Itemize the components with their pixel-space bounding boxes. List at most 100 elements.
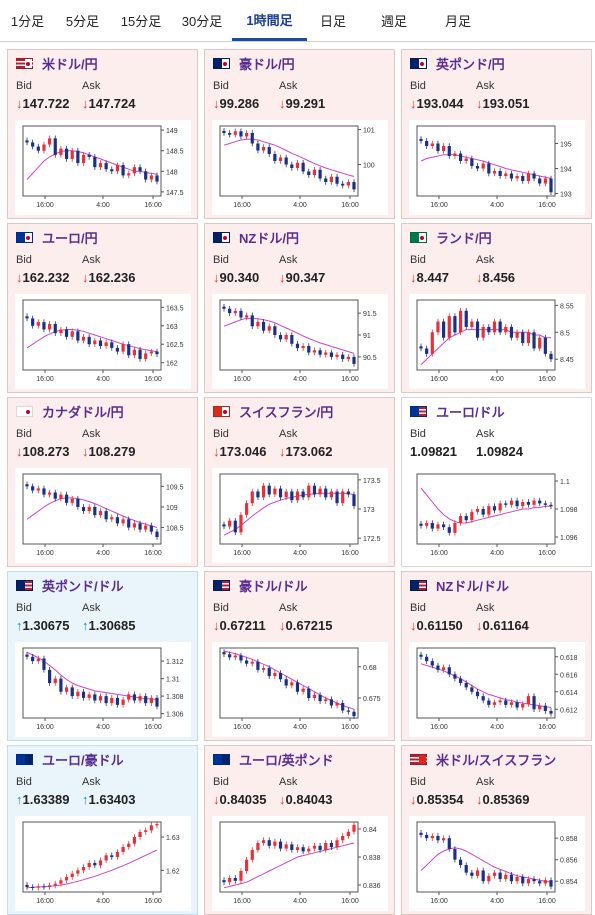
rate-card[interactable]: 米ドル/円 Bid Ask ↓147.722 ↓147.724 149 148.5… [7,49,198,219]
price-chart[interactable]: 0.618 0.616 0.614 0.612 16:00 4:00 16:00 [409,642,585,737]
arrow-down-icon: ↓ [82,270,89,285]
tab-1[interactable]: 5分足 [65,14,100,29]
pair-title[interactable]: ランド/円 [410,229,492,246]
candle [98,163,103,168]
pair-title[interactable]: スイスフラン/円 [213,403,334,420]
tab-6[interactable]: 週足 [380,14,407,29]
pair-title[interactable]: カナダドル/円 [16,403,124,420]
candle [329,491,333,498]
pair-title[interactable]: NZドル/円 [213,229,299,246]
rate-card[interactable]: NZドル/ドル Bid Ask ↓0.61150 ↓0.61164 0.618 0… [401,571,592,741]
pair-name[interactable]: 英ポンド/ドル [42,578,124,594]
rate-card[interactable]: ユーロ/豪ドル Bid Ask ↑1.63389 ↑1.63403 1.63 1.… [7,745,198,915]
pair-name[interactable]: ユーロ/豪ドル [42,752,124,768]
candle [312,694,317,698]
pair-name[interactable]: 米ドル/円 [42,56,98,72]
rate-card[interactable]: 米ドル/スイスフラン Bid Ask ↓0.85354 ↓0.85369 0.8… [401,745,592,915]
bid-label: Bid [16,80,32,92]
pair-name[interactable]: 豪ドル/ドル [239,578,308,594]
y-tick-label: 149 [166,128,178,135]
pair-name[interactable]: NZドル/ドル [436,578,509,594]
rate-card[interactable]: NZドル/円 Bid Ask ↓90.340 ↓90.347 91.5 91 90.… [204,223,395,393]
pair-title[interactable]: 米ドル/円 [16,55,98,72]
candle [245,859,249,871]
pair-title[interactable]: 英ポンド/ドル [16,577,124,594]
pair-title[interactable]: ユーロ/ドル [410,403,505,420]
price-chart[interactable]: 91.5 91 90.5 16:00 4:00 16:00 [212,294,388,389]
price-chart[interactable]: 8.55 8.5 8.45 16:00 4:00 16:00 [409,294,585,389]
candle [267,840,271,846]
x-tick-label: 16:00 [144,898,162,905]
candle [352,356,356,364]
pair-title[interactable]: 米ドル/スイスフラン [410,751,557,768]
pair-title[interactable]: 豪ドル/ドル [213,577,308,594]
candle [346,831,350,836]
candle [509,173,514,179]
pair-name[interactable]: スイスフラン/円 [239,404,334,420]
pair-name[interactable]: ランド/円 [436,230,492,246]
candle [81,506,86,512]
rate-card[interactable]: 英ポンド/ドル Bid Ask ↑1.30675 ↑1.30685 1.312 1… [7,571,198,741]
pair-name[interactable]: 米ドル/スイスフラン [436,752,557,768]
pair-name[interactable]: カナダドル/円 [42,404,124,420]
candle [442,146,446,151]
y-tick-label: 148.5 [166,149,184,156]
price-chart[interactable]: 195 194 193 16:00 4:00 16:00 [409,120,585,215]
tab-0[interactable]: 1分足 [10,14,45,29]
pair-title[interactable]: 豪ドル/円 [213,55,295,72]
tab-2[interactable]: 15分足 [120,14,162,29]
price-chart[interactable]: 1.63 1.62 16:00 4:00 16:00 [15,816,191,911]
candle [222,652,226,655]
pair-title[interactable]: ユーロ/豪ドル [16,751,124,768]
candle [87,336,91,345]
pair-title[interactable]: 英ポンド/円 [410,55,505,72]
price-chart[interactable]: 0.858 0.856 0.854 16:00 4:00 16:00 [409,816,585,911]
price-chart[interactable]: 173.5 173 172.5 16:00 4:00 16:00 [212,468,388,563]
candle [521,704,525,708]
rate-card[interactable]: カナダドル/円 Bid Ask ↓108.273 ↓108.279 109.5 1… [7,397,198,567]
rate-card[interactable]: 英ポンド/円 Bid Ask ↓193.044 ↓193.051 195 194 1… [401,49,592,219]
price-chart[interactable]: 149 148.5 148 147.5 16:00 4:00 16:00 [15,120,191,215]
pair-name[interactable]: NZドル/円 [239,230,299,246]
candle [290,335,294,344]
candle [25,654,29,657]
bid-label: Bid [16,776,32,788]
rate-card[interactable]: ユーロ/英ポンド Bid Ask ↓0.84035 ↓0.84043 0.84 0… [204,745,395,915]
price-chart[interactable]: 0.84 0.838 0.836 16:00 4:00 16:00 [212,816,388,911]
candle [318,169,322,179]
pair-title[interactable]: NZドル/ドル [410,577,509,594]
pair-name[interactable]: ユーロ/英ポンド [239,752,334,768]
candle [458,859,463,866]
x-tick-label: 16:00 [430,376,448,383]
pair-title[interactable]: ユーロ/円 [16,229,98,246]
price-chart[interactable]: 109.5 109 108.5 16:00 4:00 16:00 [15,468,191,563]
pair-name[interactable]: 豪ドル/円 [239,56,295,72]
price-chart[interactable]: 163.5 163 162.5 162 16:00 4:00 16:00 [15,294,191,389]
arrow-up-icon: ↑ [16,618,23,633]
za-jp-flag [410,231,427,243]
candle [138,696,142,701]
rate-card[interactable]: 豪ドル/円 Bid Ask ↓99.286 ↓99.291 101 100 16:0… [204,49,395,219]
rate-card[interactable]: スイスフラン/円 Bid Ask ↓173.046 ↓173.062 173.5… [204,397,395,567]
tab-7[interactable]: 月足 [444,14,471,29]
price-chart[interactable]: 1.312 1.31 1.308 1.306 16:00 4:00 16:00 [15,642,191,737]
tab-3[interactable]: 30分足 [181,14,223,29]
price-chart[interactable]: 1.1 1.098 1.096 16:00 4:00 16:00 [409,468,585,563]
pair-name[interactable]: ユーロ/円 [42,230,98,246]
pair-name[interactable]: 英ポンド/円 [436,56,505,72]
price-chart[interactable]: 101 100 16:00 4:00 16:00 [212,120,388,215]
bid-label: Bid [16,428,32,440]
rate-card[interactable]: ランド/円 Bid Ask ↓8.447 ↓8.456 8.55 8.5 8.45 1… [401,223,592,393]
candle [104,855,108,861]
rate-card[interactable]: ユーロ/円 Bid Ask ↓162.232 ↓162.236 163.5 163… [7,223,198,393]
x-tick-label: 16:00 [538,202,556,209]
tab-5[interactable]: 日足 [319,14,346,29]
candle [132,167,136,174]
tab-4[interactable]: 1時間足 [232,0,307,41]
pair-title[interactable]: ユーロ/英ポンド [213,751,334,768]
pair-name[interactable]: ユーロ/ドル [436,404,505,420]
rate-card[interactable]: 豪ドル/ドル Bid Ask ↓0.67211 ↓0.67215 0.68 0.6… [204,571,395,741]
rate-card[interactable]: ユーロ/ドル Bid Ask 1.09821 1.09824 1.1 1.098 1… [401,397,592,567]
arrow-down-icon: ↓ [213,792,220,807]
price-chart[interactable]: 0.68 0.675 16:00 4:00 16:00 [212,642,388,737]
